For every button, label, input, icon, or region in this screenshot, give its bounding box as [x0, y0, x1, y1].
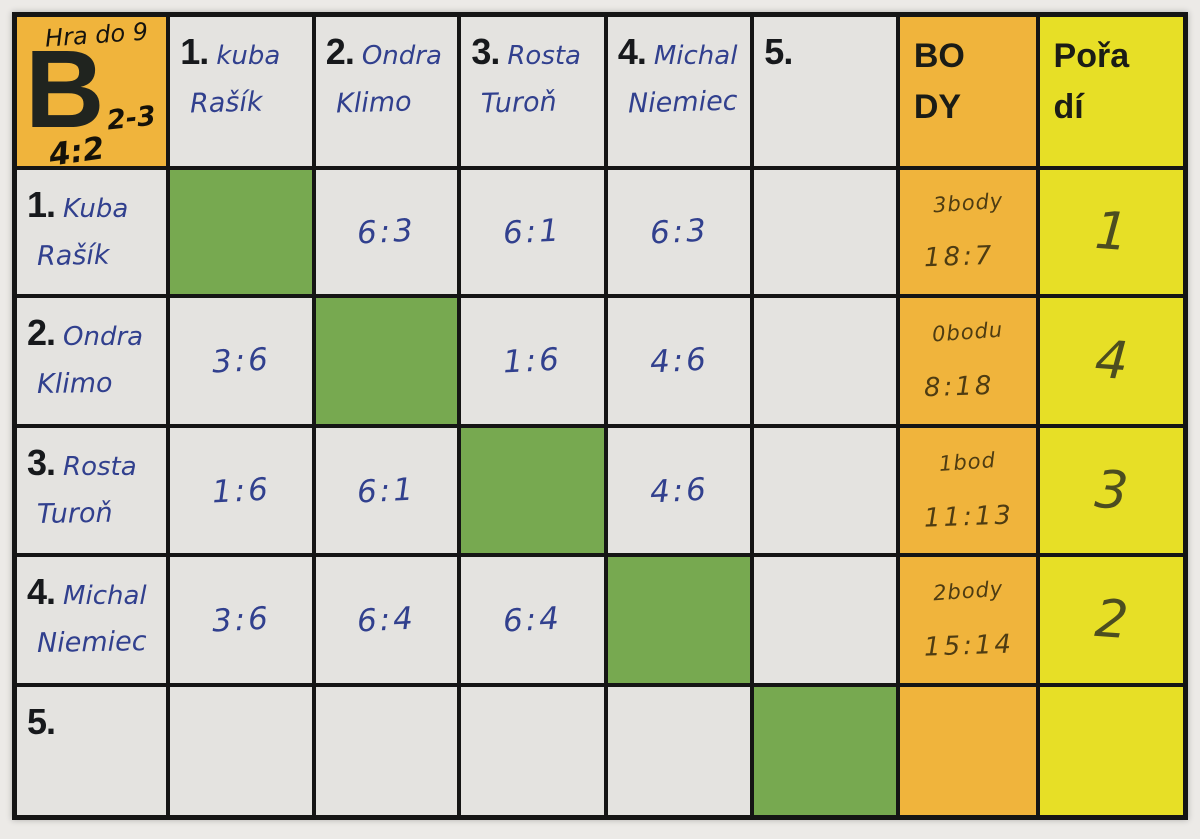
- points-cell-2: 0bodu 8:18: [899, 297, 1036, 424]
- points-cell-1: 3body 18:7: [899, 170, 1036, 294]
- score-cell-2v4: 4:6: [607, 297, 751, 424]
- score-cell-5v1: [170, 687, 312, 815]
- score-cell-1v2: 6:3: [315, 170, 458, 294]
- row-label-player-5: 5.: [17, 687, 167, 815]
- score-cell-3v4: 4:6: [607, 427, 751, 554]
- column-header-player-3: 3. Rosta Turoň: [461, 17, 604, 167]
- score-cell-2v5: [754, 297, 896, 424]
- column-header-points: BODY: [899, 17, 1036, 167]
- rank-cell-4: 2: [1039, 557, 1183, 684]
- score-cell-2v1: 3:6: [170, 297, 312, 424]
- score-cell-5v2: [315, 687, 458, 815]
- group-corner-cell: Hra do 9 B 2-3 4:2: [17, 17, 167, 167]
- points-cell-5: [899, 687, 1036, 815]
- score-cell-4v1: 3:6: [170, 557, 312, 684]
- group-letter: B: [25, 28, 105, 151]
- rank-cell-2: 4: [1039, 297, 1183, 424]
- score-cell-2v3: 1:6: [461, 297, 604, 424]
- row-label-player-2: 2. Ondra Klimo: [17, 297, 167, 424]
- diagonal-cell-3x3: [461, 427, 604, 554]
- column-header-rank: Pořadí: [1039, 17, 1183, 167]
- score-cell-1v5: [754, 170, 896, 294]
- row-label-player-3: 3. Rosta Turoň: [17, 427, 167, 554]
- score-cell-1v4: 6:3: [607, 170, 751, 294]
- rank-cell-5: [1039, 687, 1183, 815]
- points-cell-3: 1bod 11:13: [899, 427, 1036, 554]
- tournament-score-sheet: Hra do 9 B 2-3 4:2 1. kuba Rašík 2. Ondra …: [12, 12, 1188, 820]
- column-header-player-4: 4. Michal Niemiec: [607, 17, 751, 167]
- score-cell-5v3: [461, 687, 604, 815]
- row-label-player-4: 4. Michal Niemiec: [17, 557, 167, 684]
- rank-cell-3: 3: [1039, 427, 1183, 554]
- diagonal-cell-1x1: [170, 170, 312, 294]
- score-cell-4v5: [754, 557, 896, 684]
- diagonal-cell-2x2: [315, 297, 458, 424]
- column-header-player-5: 5.: [754, 17, 896, 167]
- score-cell-5v4: [607, 687, 751, 815]
- corner-sub-note: 4:2: [46, 130, 107, 167]
- corner-sup-note: 2-3: [105, 100, 158, 137]
- diagonal-cell-4x4: [607, 557, 751, 684]
- points-cell-4: 2body 15:14: [899, 557, 1036, 684]
- rank-cell-1: 1: [1039, 170, 1183, 294]
- diagonal-cell-5x5: [754, 687, 896, 815]
- column-header-player-1: 1. kuba Rašík: [170, 17, 312, 167]
- score-cell-3v5: [754, 427, 896, 554]
- score-cell-1v3: 6:1: [461, 170, 604, 294]
- score-cell-3v2: 6:1: [315, 427, 458, 554]
- score-cell-4v3: 6:4: [461, 557, 604, 684]
- row-label-player-1: 1. Kuba Rašík: [17, 170, 167, 294]
- score-cell-3v1: 1:6: [170, 427, 312, 554]
- column-header-player-2: 2. Ondra Klimo: [315, 17, 458, 167]
- score-cell-4v2: 6:4: [315, 557, 458, 684]
